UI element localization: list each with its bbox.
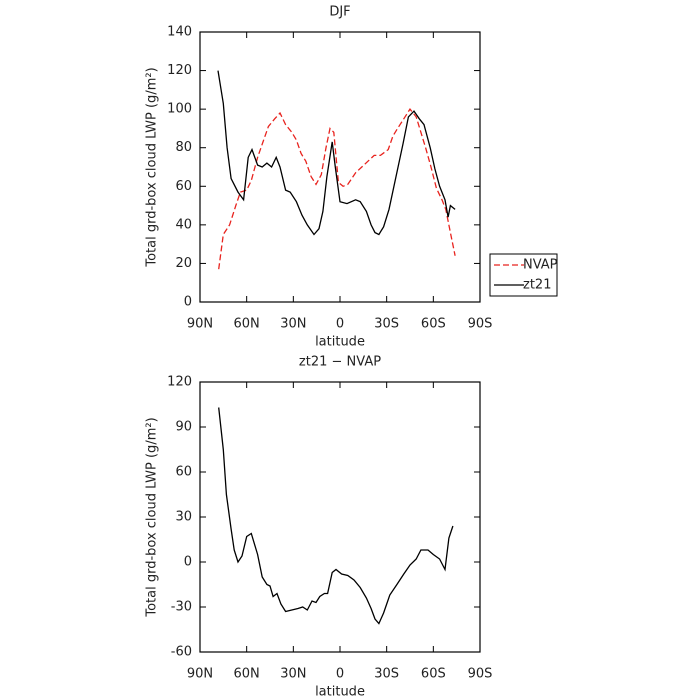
legend-label: zt21: [523, 278, 551, 293]
y-tick-label: 80: [175, 140, 192, 155]
x-tick-label: 60N: [234, 317, 260, 332]
x-tick-label: 90S: [468, 667, 493, 682]
x-axis-label: latitude: [315, 685, 365, 700]
x-tick-label: 0: [336, 317, 344, 332]
y-tick-label: 140: [167, 25, 192, 40]
chart-title: DJF: [329, 5, 350, 20]
y-tick-label: 90: [175, 420, 192, 435]
chart-title: zt21 − NVAP: [299, 355, 381, 370]
x-tick-label: 90N: [187, 667, 213, 682]
y-tick-label: 0: [184, 295, 192, 310]
x-tick-label: 60N: [234, 667, 260, 682]
y-axis-label: Total grd-box cloud LWP (g/m²): [145, 67, 160, 267]
y-tick-label: 100: [167, 102, 192, 117]
y-tick-label: 120: [167, 63, 192, 78]
y-tick-label: 30: [175, 510, 192, 525]
series-line: [217, 70, 456, 236]
x-tick-label: 30N: [280, 317, 306, 332]
series-line: [218, 107, 456, 270]
y-tick-label: 20: [175, 256, 192, 271]
plot-frame: [199, 381, 481, 653]
plot-frame: [199, 31, 481, 303]
y-tick-label: -60: [171, 645, 192, 660]
x-tick-label: 60S: [421, 667, 446, 682]
y-tick-label: 120: [167, 375, 192, 390]
legend-box: [489, 253, 558, 297]
x-tick-label: 30S: [374, 317, 399, 332]
x-tick-label: 60S: [421, 317, 446, 332]
series-line: [218, 407, 454, 625]
legend-label: NVAP: [523, 258, 558, 273]
y-tick-label: -30: [171, 600, 192, 615]
y-tick-label: 40: [175, 217, 192, 232]
x-tick-label: 0: [336, 667, 344, 682]
y-axis-label: Total grd-box cloud LWP (g/m²): [145, 417, 160, 617]
x-tick-label: 30N: [280, 667, 306, 682]
x-tick-label: 90S: [468, 317, 493, 332]
x-tick-label: 30S: [374, 667, 399, 682]
y-tick-label: 60: [175, 465, 192, 480]
x-axis-label: latitude: [315, 335, 365, 350]
y-tick-label: 0: [184, 555, 192, 570]
x-tick-label: 90N: [187, 317, 213, 332]
y-tick-label: 60: [175, 179, 192, 194]
